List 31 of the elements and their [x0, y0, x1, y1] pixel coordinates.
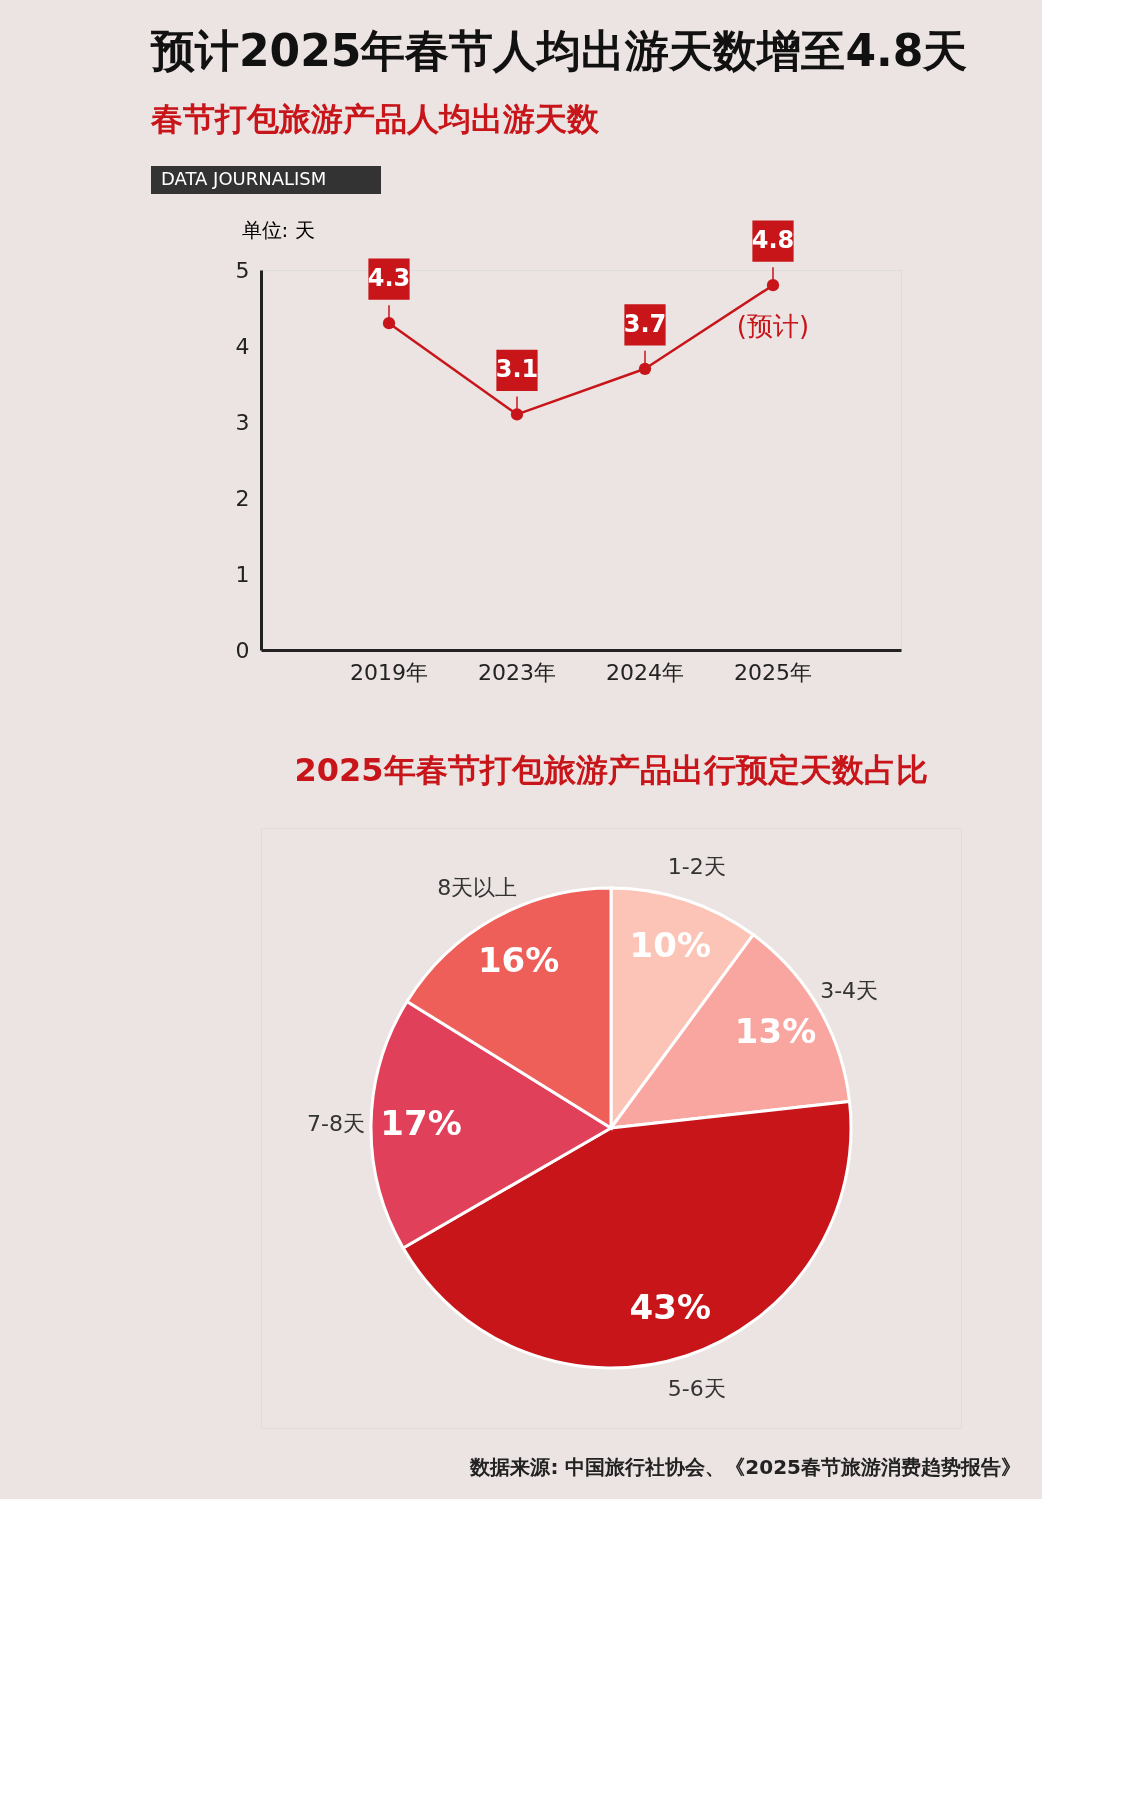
slice-label: 5-6天	[667, 1376, 726, 1402]
source-note: 数据来源: 中国旅行社协会、《2025春节旅游消费趋势报告》	[469, 1455, 1021, 1479]
data-label: 3.7	[623, 309, 667, 338]
data-label: 3.1	[495, 355, 539, 384]
data-label: 43%	[629, 1286, 711, 1327]
chart-title: 2025年春节打包旅游产品出行预定天数占比	[294, 751, 928, 789]
y-tick-label: 5	[235, 257, 250, 283]
y-axis-title: 单位: 天	[241, 217, 315, 242]
y-tick-label: 2	[235, 485, 250, 511]
chart-subtitle: 春节打包旅游产品人均出游天数	[150, 100, 600, 138]
y-tick-label: 3	[235, 409, 250, 435]
slice-label: 7-8天	[307, 1110, 365, 1136]
x-tick-label: 2025年	[734, 659, 812, 685]
annotation: (预计)	[736, 311, 810, 342]
data-label: 13%	[734, 1011, 817, 1051]
x-tick-label: 2024年	[606, 659, 684, 685]
y-tick-label: 0	[235, 637, 250, 663]
x-tick-label: 2023年	[478, 659, 556, 685]
slice-label: 8天以上	[437, 874, 518, 900]
y-tick-label: 4	[235, 333, 250, 359]
x-tick-label: 2019年	[350, 659, 428, 685]
y-tick-label: 1	[235, 561, 250, 587]
data-label: 4.3	[367, 264, 411, 293]
data-label: 16%	[477, 939, 560, 980]
slice-label: 3-4天	[820, 977, 879, 1003]
text: DATA JOURNALISM	[161, 168, 327, 189]
chart-title: 预计2025年春节人均出游天数增至4.8天	[150, 25, 968, 76]
slice-label: 1-2天	[667, 853, 726, 879]
data-label: 4.8	[751, 226, 795, 255]
data-label: 10%	[629, 925, 711, 966]
data-label: 17%	[380, 1102, 462, 1143]
